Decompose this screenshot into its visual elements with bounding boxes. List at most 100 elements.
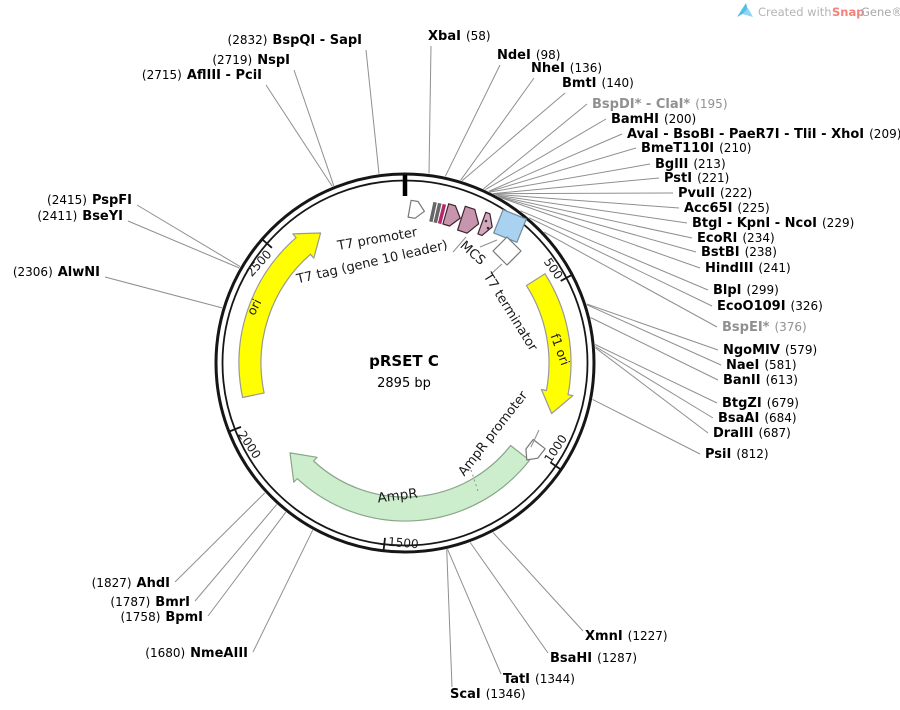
leader-line-bpmi: [207, 511, 287, 617]
leader-line-pspfi: [136, 204, 241, 268]
leader-line-bmri: [194, 504, 278, 602]
enzyme-label-xmni[interactable]: XmnI (1227): [585, 629, 668, 644]
enzyme-label-bsahi[interactable]: BsaHI (1287): [550, 651, 637, 666]
feature-connector-0: [452, 236, 467, 253]
leader-line-bamhi: [485, 118, 607, 191]
leader-line-banii: [590, 317, 719, 381]
feature-connector-4: [470, 469, 479, 492]
enzyme-label-ahdi[interactable]: (1827) AhdI: [92, 576, 170, 591]
enzyme-label-btgzi[interactable]: BtgZI (679): [722, 396, 799, 411]
t7-tag-arrow-3[interactable]: [477, 211, 493, 236]
feature-connector-3: [530, 429, 540, 448]
enzyme-label-naei[interactable]: NaeI (581): [726, 358, 797, 373]
enzyme-label-bmri[interactable]: (1787) BmrI: [110, 595, 190, 610]
enzyme-label-bsaai[interactable]: BsaAI (684): [718, 411, 797, 426]
enzyme-label-btgi-kpni-ncoi[interactable]: BtgI - KpnI - NcoI (229): [692, 216, 854, 231]
feature-f1-ori[interactable]: [525, 273, 574, 415]
enzyme-label-bspei[interactable]: BspEI* (376): [722, 320, 807, 335]
feature-ampr[interactable]: [289, 444, 531, 522]
enzyme-label-pvuii[interactable]: PvuII (222): [678, 186, 752, 201]
t7-tag-bar-1[interactable]: [429, 201, 437, 223]
leader-line-bsaai: [595, 346, 714, 419]
leader-line-psii: [592, 398, 701, 455]
enzyme-label-pspfi[interactable]: (2415) PspFI: [47, 193, 132, 208]
enzyme-label-bglii[interactable]: BglII (213): [655, 157, 726, 172]
tick-2000: [227, 426, 242, 433]
leader-line-scai: [446, 549, 453, 688]
enzyme-label-bmti[interactable]: BmtI (140): [562, 76, 634, 91]
enzyme-label-bspqi-sapi[interactable]: (2832) BspQI - SapI: [228, 33, 362, 48]
leader-line-draiii: [595, 347, 709, 434]
tick-1500: [382, 537, 386, 552]
t7-promoter-arrow[interactable]: [407, 199, 425, 219]
t7-tag-bar-2[interactable]: [433, 202, 442, 224]
leader-line-btgzi: [594, 344, 718, 404]
enzyme-label-xbai[interactable]: XbaI (58): [428, 29, 491, 44]
leader-line-bmet110i: [488, 147, 637, 192]
enzyme-label-tati[interactable]: TatI (1344): [503, 672, 575, 687]
snapgene-logo-icon: [737, 3, 748, 17]
leader-line-xbai: [428, 45, 432, 174]
leader-line-avai-bsobi-paer7i-tlii-xhoi: [488, 133, 623, 192]
enzyme-label-draiii[interactable]: DraIII (687): [713, 426, 791, 441]
leader-line-naei: [586, 304, 722, 366]
t7-tag-bar-3[interactable]: [437, 203, 447, 225]
enzyme-label-nspi[interactable]: (2719) NspI: [212, 53, 290, 68]
feature-label-ori: ori: [244, 296, 265, 317]
enzyme-label-bamhi[interactable]: BamHI (200): [611, 112, 696, 127]
enzyme-label-avai-bsobi-paer7i-tlii-xhoi[interactable]: AvaI - BsoBI - PaeR7I - TliI - XhoI (209): [627, 127, 900, 142]
watermark-created-with: Created with: [758, 5, 832, 19]
ampr-promoter-arrow[interactable]: [525, 438, 546, 461]
leader-line-nhei: [460, 77, 535, 181]
feature-ori[interactable]: [238, 232, 322, 399]
plasmid-backbone-outer-ring: [214, 172, 596, 554]
enzyme-label-ecori[interactable]: EcoRI (234): [697, 231, 775, 246]
enzyme-label-nhei[interactable]: NheI (136): [531, 61, 602, 76]
feature-connector-1: [479, 239, 498, 248]
enzyme-label-banii[interactable]: BanII (613): [723, 373, 798, 388]
enzyme-label-bstbi[interactable]: BstBI (238): [701, 245, 777, 260]
enzyme-label-bspdi-clai[interactable]: BspDI* - ClaI* (195): [592, 97, 728, 112]
leader-line-bsahi: [469, 542, 549, 654]
enzyme-label-bseyi[interactable]: (2411) BseYI: [37, 209, 123, 224]
leader-line-bspqi-sapi: [365, 49, 380, 174]
snapgene-logo-icon-2: [742, 8, 753, 17]
leader-line-pvuii: [493, 192, 674, 195]
enzyme-label-bmet110i[interactable]: BmeT110I (210): [641, 141, 751, 156]
enzyme-label-alwni[interactable]: (2306) AlwNI: [13, 265, 100, 280]
enzyme-label-bpmi[interactable]: (1758) BpmI: [120, 610, 203, 625]
leader-line-nmeaiii: [252, 529, 314, 653]
tick-1000: [549, 461, 563, 471]
enzyme-label-ecoo109i[interactable]: EcoO109I (326): [717, 299, 823, 314]
tick-label-1500: 1500: [388, 535, 420, 552]
enzyme-label-ngomiv[interactable]: NgoMIV (579): [723, 343, 817, 358]
leader-line-bspdi-clai: [483, 103, 588, 190]
plasmid-name: pRSET C: [369, 352, 439, 370]
feature-connector-2: [490, 263, 503, 275]
leader-line-xmni: [492, 532, 584, 632]
enzyme-label-nmeaiii[interactable]: (1680) NmeAIII: [145, 646, 248, 661]
t7-tag-arrow-2[interactable]: [457, 205, 480, 234]
enzyme-label-blpi[interactable]: BlpI (299): [713, 283, 779, 298]
leader-line-hindiii: [500, 197, 701, 269]
feature-label-mcs: MCS: [457, 238, 488, 268]
enzyme-label-psii[interactable]: PsiI (812): [705, 447, 769, 462]
mcs-box[interactable]: [493, 209, 527, 243]
t7-terminator-diamond[interactable]: [492, 236, 522, 266]
plasmid-size: 2895 bp: [377, 376, 431, 391]
t7-tag-arrow-dot-1: [484, 219, 488, 223]
enzyme-label-scai[interactable]: ScaI (1346): [450, 687, 526, 702]
t7-tag-arrow-1[interactable]: [442, 203, 461, 227]
enzyme-label-acc65i[interactable]: Acc65I (225): [684, 201, 770, 216]
leader-line-ecori: [497, 195, 693, 239]
enzyme-label-afliii-pcii[interactable]: (2715) AflIII - PciI: [142, 68, 262, 83]
feature-label-ampr: AmpR: [377, 486, 419, 507]
enzyme-label-hindiii[interactable]: HindIII (241): [705, 261, 791, 276]
enzyme-label-ndei[interactable]: NdeI (98): [497, 48, 560, 63]
leader-line-btgi-kpni-ncoi: [496, 194, 688, 224]
leader-line-blpi: [520, 210, 709, 291]
leader-line-ahdi: [174, 492, 266, 583]
leader-line-alwni: [104, 276, 223, 309]
enzyme-label-psti[interactable]: PstI (221): [664, 171, 729, 186]
